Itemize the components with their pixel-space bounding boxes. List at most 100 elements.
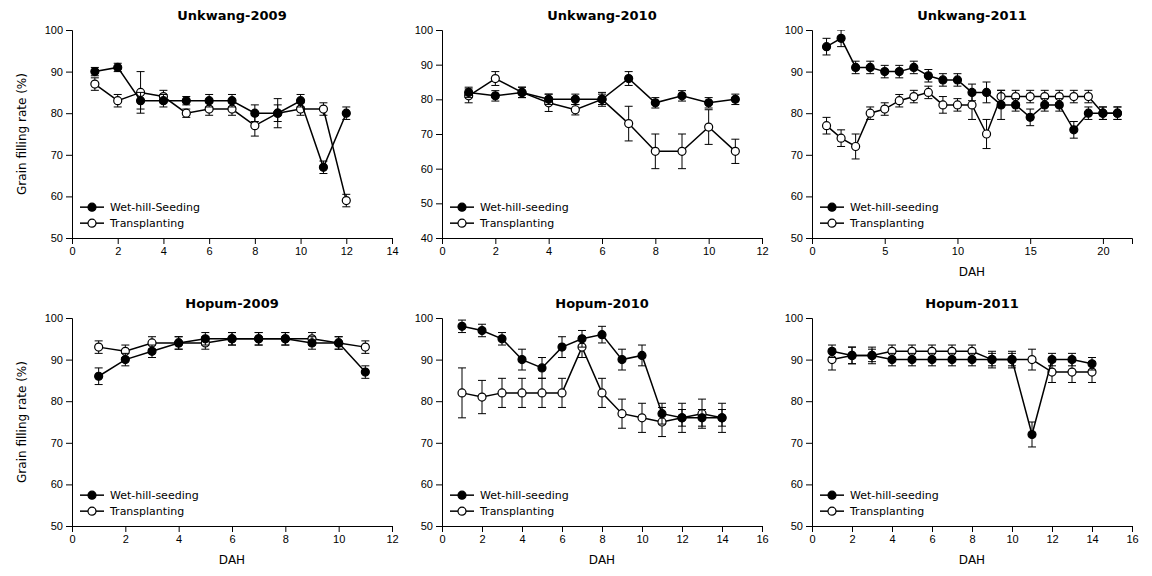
error-bar (678, 91, 686, 101)
tick: 8 (599, 526, 605, 545)
legend-swatch-marker (458, 507, 466, 515)
tick-label: 12 (756, 245, 768, 257)
tick: 60 (421, 163, 442, 175)
tick: 4 (889, 526, 895, 545)
tick-label: 80 (421, 395, 433, 407)
point (1008, 356, 1016, 364)
tick: 8 (252, 238, 258, 257)
axis-line (73, 527, 393, 533)
tick-mark (806, 360, 812, 361)
tick: 0 (439, 238, 445, 257)
point (651, 147, 659, 155)
tick-label: 80 (421, 93, 433, 105)
y-axis: 5060708090100 (785, 24, 813, 244)
tick: 20 (1097, 238, 1109, 257)
tick-mark (436, 360, 442, 361)
tick-label: 16 (756, 533, 768, 545)
legend-swatch-marker (828, 203, 836, 211)
point (491, 75, 499, 83)
tick-mark (392, 238, 393, 244)
tick-label: 6 (559, 533, 565, 545)
point (852, 63, 860, 71)
tick: 70 (791, 149, 812, 161)
tick: 10 (295, 238, 307, 257)
error-bar (638, 403, 646, 432)
point (114, 63, 122, 71)
error-bar (1088, 358, 1096, 370)
tick: 60 (421, 478, 442, 490)
error-bar (953, 74, 961, 86)
error-bar (852, 61, 860, 73)
point (91, 80, 99, 88)
tick-mark (66, 155, 72, 156)
tick: 90 (421, 354, 442, 366)
point (228, 335, 236, 343)
error-bar (478, 380, 486, 413)
tick-mark (709, 238, 710, 244)
tick-label: 70 (791, 437, 803, 449)
tick-label: 60 (791, 190, 803, 202)
tick-label: 5 (882, 245, 888, 257)
tick: 4 (546, 238, 552, 257)
error-bar (228, 333, 236, 345)
error-bar (953, 99, 961, 111)
plot-area (823, 30, 1122, 159)
error-bar (718, 403, 726, 432)
panel: 02468101214165060708090100Hopum-2010DAHW… (415, 296, 769, 567)
x-axis: 02468101214 (69, 238, 398, 257)
error-bar (625, 72, 633, 86)
tick-label: 70 (421, 128, 433, 140)
point (1068, 356, 1076, 364)
tick: 12 (386, 526, 398, 545)
tick: 12 (676, 526, 688, 545)
x-axis: 05101520 (809, 238, 1132, 257)
point (988, 356, 996, 364)
point (1008, 356, 1016, 364)
point (578, 335, 586, 343)
panel: 02468101214165060708090100Hopum-2011DAHW… (785, 296, 1139, 567)
tick-label: 60 (51, 190, 63, 202)
tick-mark (806, 443, 812, 444)
tick-label: 10 (333, 533, 345, 545)
error-bar (598, 92, 606, 106)
tick-mark (806, 196, 812, 197)
tick-label: 10 (703, 245, 715, 257)
error-bar (731, 139, 739, 163)
point (968, 356, 976, 364)
panel-title: Hopum-2011 (925, 296, 1019, 311)
error-bar (651, 98, 659, 108)
error-bar (658, 403, 666, 424)
point (618, 356, 626, 364)
tick: 50 (421, 520, 442, 532)
point (953, 76, 961, 84)
point (939, 76, 947, 84)
plot-area (465, 72, 740, 169)
point (598, 389, 606, 397)
point (1068, 368, 1076, 376)
point (205, 97, 213, 105)
point (518, 389, 526, 397)
legend-label: Transplanting (849, 505, 924, 518)
tick-label: 2 (849, 533, 855, 545)
error-bar (881, 65, 889, 77)
tick: 70 (421, 128, 442, 140)
tick-mark (806, 155, 812, 156)
tick: 90 (421, 59, 442, 71)
series (95, 333, 370, 358)
legend-label: Wet-hill-seeding (110, 489, 199, 502)
error-bar (465, 87, 473, 97)
tick-label: 20 (1097, 245, 1109, 257)
error-bar (705, 110, 713, 145)
legend-item: Transplanting (450, 217, 554, 230)
error-bar (335, 337, 343, 349)
tick: 60 (51, 190, 72, 202)
point (678, 92, 686, 100)
tick-label: 0 (439, 245, 445, 257)
error-bar (1068, 353, 1076, 365)
legend: Wet-hill-seedingTransplanting (820, 489, 939, 518)
legend-item: Wet-hill-seeding (450, 489, 569, 502)
error-bar (578, 330, 586, 347)
error-bar (1070, 90, 1078, 102)
tick-label: 50 (51, 520, 63, 532)
error-bar (1008, 353, 1016, 365)
